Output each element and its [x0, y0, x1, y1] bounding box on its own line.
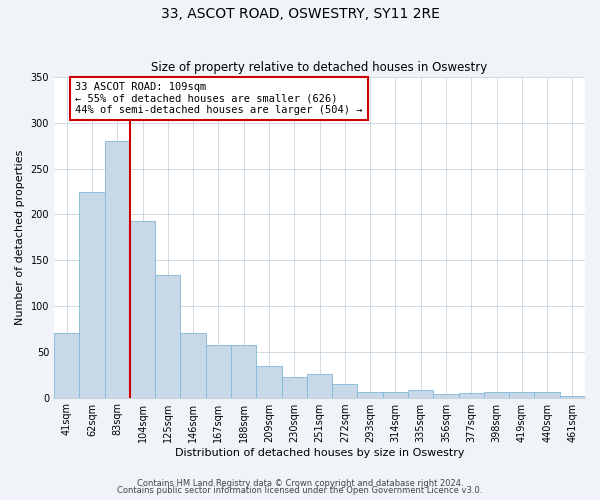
Bar	[332, 384, 358, 398]
Bar	[231, 346, 256, 398]
X-axis label: Distribution of detached houses by size in Oswestry: Distribution of detached houses by size …	[175, 448, 464, 458]
Bar	[408, 390, 433, 398]
Bar	[383, 392, 408, 398]
Bar	[281, 378, 307, 398]
Bar	[256, 366, 281, 398]
Bar	[458, 393, 484, 398]
Bar	[509, 392, 535, 398]
Bar	[181, 334, 206, 398]
Bar	[307, 374, 332, 398]
Text: 33 ASCOT ROAD: 109sqm
← 55% of detached houses are smaller (626)
44% of semi-det: 33 ASCOT ROAD: 109sqm ← 55% of detached …	[75, 82, 363, 115]
Text: 33, ASCOT ROAD, OSWESTRY, SY11 2RE: 33, ASCOT ROAD, OSWESTRY, SY11 2RE	[161, 8, 439, 22]
Bar	[54, 334, 79, 398]
Text: Contains HM Land Registry data © Crown copyright and database right 2024.: Contains HM Land Registry data © Crown c…	[137, 478, 463, 488]
Text: Contains public sector information licensed under the Open Government Licence v3: Contains public sector information licen…	[118, 486, 482, 495]
Bar	[130, 221, 155, 398]
Bar	[535, 392, 560, 398]
Title: Size of property relative to detached houses in Oswestry: Size of property relative to detached ho…	[151, 62, 488, 74]
Y-axis label: Number of detached properties: Number of detached properties	[15, 150, 25, 325]
Bar	[484, 392, 509, 398]
Bar	[79, 192, 104, 398]
Bar	[560, 396, 585, 398]
Bar	[206, 346, 231, 398]
Bar	[433, 394, 458, 398]
Bar	[155, 275, 181, 398]
Bar	[358, 392, 383, 398]
Bar	[104, 141, 130, 398]
